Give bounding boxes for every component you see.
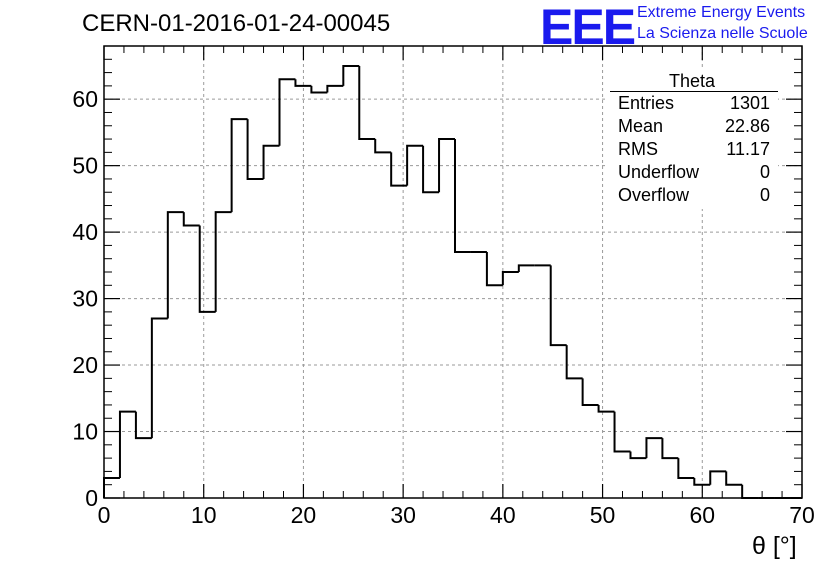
x-tick-label: 20 [291, 502, 317, 528]
histogram-bin [390, 152, 408, 187]
x-tick-label: 70 [789, 502, 815, 528]
histogram-bin [118, 410, 136, 479]
histogram-bin [693, 478, 711, 486]
histogram-bin [549, 265, 567, 347]
histogram-bin [198, 225, 216, 313]
histogram-bin [645, 437, 663, 459]
histogram-bin [581, 378, 599, 406]
x-tick-label: 50 [590, 502, 616, 528]
histogram-bin [501, 271, 519, 286]
stats-row-overflow: Overflow 0 [618, 185, 770, 207]
stats-value: 22.86 [724, 116, 770, 136]
histogram-bin [358, 65, 376, 141]
histogram-bin [262, 144, 280, 179]
y-tick-label: 10 [72, 419, 98, 445]
run-title: CERN-01-2016-01-24-00045 [82, 10, 391, 37]
histogram-bin [613, 411, 631, 453]
histogram-bin [150, 317, 168, 439]
x-tick-label: 10 [191, 502, 217, 528]
histogram-bin [725, 471, 743, 486]
x-tick-label: 0 [98, 502, 111, 528]
stats-value: 0 [759, 162, 770, 182]
histogram-bin [517, 264, 535, 272]
y-tick-label: 30 [72, 286, 98, 312]
stats-label: Overflow [618, 185, 690, 205]
y-tick-label: 50 [72, 153, 98, 179]
stats-value: 1301 [729, 93, 770, 113]
stats-row-rms: RMS 11.17 [618, 139, 770, 161]
stats-row-mean: Mean 22.86 [618, 116, 770, 138]
histogram-bin [294, 79, 312, 87]
grid-lines [104, 46, 802, 498]
stats-label: Mean [618, 116, 664, 136]
histogram-bin [677, 458, 695, 480]
histogram-bin [326, 84, 344, 93]
stats-row-entries: Entries 1301 [618, 93, 770, 115]
histogram-bin [342, 64, 360, 86]
axis-tick-labels: 0 10 20 30 40 50 60 70 0 10 20 30 40 50 60 [72, 86, 814, 528]
histogram-bin [565, 345, 583, 380]
stats-value: 0 [759, 185, 770, 205]
y-tick-label: 40 [72, 219, 98, 245]
histogram-bin [214, 211, 232, 312]
logo-line-2: La Scienza nelle Scuole [637, 25, 808, 42]
x-axis-title: θ [°] [752, 532, 797, 560]
x-tick-label: 30 [390, 502, 416, 528]
x-tick-label: 40 [490, 502, 516, 528]
histogram-bin [166, 211, 184, 319]
histogram-bin [709, 470, 727, 485]
histogram-bin [438, 138, 455, 193]
histogram-bin [230, 118, 248, 213]
histogram-bin [629, 451, 647, 460]
histogram-bin [134, 411, 152, 440]
stats-label: Entries [618, 93, 675, 113]
histogram-bin [406, 144, 424, 186]
histogram-marks [103, 64, 802, 499]
stats-title: Theta [668, 71, 716, 91]
eee-logo: EEE [540, 0, 636, 55]
logo-line-1: Extreme Energy Events [637, 4, 806, 21]
histogram-bin [374, 139, 392, 154]
histogram-bin [310, 85, 328, 94]
histogram-bin [182, 212, 200, 227]
histogram-bin [741, 484, 759, 499]
y-tick-label: 0 [85, 485, 98, 511]
histogram-bin [485, 252, 503, 287]
stats-label: Underflow [618, 162, 700, 182]
histogram-bin [246, 119, 264, 180]
axis-ticks [103, 45, 803, 499]
y-tick-label: 60 [72, 86, 98, 112]
stats-divider [610, 91, 778, 92]
histogram-bin [278, 78, 296, 146]
histogram-bin [453, 139, 471, 254]
x-tick-label: 60 [689, 502, 715, 528]
histogram-bin [597, 404, 615, 413]
histogram-bin [661, 438, 679, 460]
histogram-bin [103, 477, 120, 498]
stats-label: RMS [618, 139, 658, 159]
y-tick-label: 20 [72, 352, 98, 378]
stats-box: Theta Entries 1301 Mean 22.86 RMS 11.17 … [606, 69, 778, 209]
stats-value: 11.17 [726, 139, 770, 159]
stats-row-underflow: Underflow 0 [618, 162, 770, 184]
histogram-bin [422, 145, 440, 194]
